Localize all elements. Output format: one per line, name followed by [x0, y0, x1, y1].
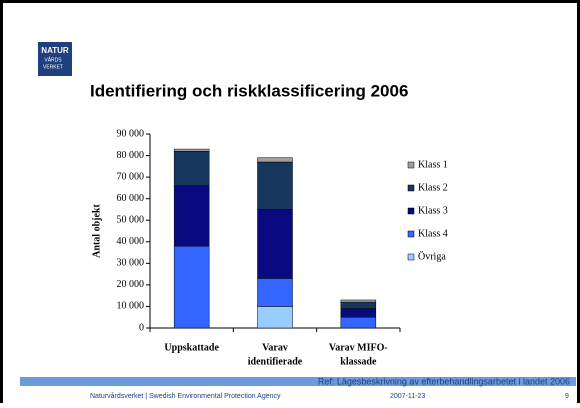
bar-segment	[173, 185, 210, 247]
legend-swatch	[407, 207, 415, 215]
bar-segment	[173, 245, 210, 329]
page-number: 9	[565, 393, 569, 400]
y-tick-label: 10 000	[117, 301, 145, 312]
logo-text: VERKET	[43, 64, 63, 70]
y-tick-label: 40 000	[117, 236, 145, 247]
bar-segment	[257, 157, 293, 163]
legend-label: Klass 4	[418, 228, 448, 239]
legend-swatch	[407, 230, 415, 238]
footer-date: 2007-11-23	[390, 393, 425, 400]
footer-text: Naturvårdsverket | Swedish Environmental…	[90, 392, 281, 400]
legend-label: Klass 2	[418, 182, 448, 193]
logo-text: NATUR	[41, 46, 69, 55]
bar-segment	[340, 301, 377, 309]
logo	[38, 42, 72, 76]
bar-segment	[257, 161, 293, 210]
footer-band	[20, 377, 576, 386]
chart-title: Identifiering och riskklassificering 200…	[90, 81, 408, 100]
reference: Ref: Lägesbeskrivning av efterbehandling…	[318, 376, 570, 386]
y-tick-label: 0	[139, 322, 144, 333]
bar-segment	[257, 278, 293, 307]
legend-swatch	[407, 161, 415, 169]
x-tick-label: Varav MIFO-	[329, 342, 388, 353]
legend-swatch	[407, 253, 415, 261]
bar-segment	[340, 316, 377, 329]
y-tick-label: 60 000	[117, 193, 145, 204]
bar-segment	[340, 299, 377, 303]
y-tick-label: 70 000	[117, 171, 145, 182]
x-tick-label: identifierade	[248, 356, 303, 367]
logo-text: VÅRDS	[44, 56, 62, 63]
bar-segment	[340, 308, 377, 318]
legend-label: Övriga	[418, 250, 446, 262]
bar-segment	[173, 150, 210, 186]
bar-segment	[257, 306, 293, 329]
bar-segment	[173, 148, 210, 152]
y-axis-title: Antal objekt	[91, 204, 102, 258]
y-tick-label: 80 000	[117, 150, 145, 161]
bar-segment	[257, 209, 293, 279]
x-tick-label: klassade	[340, 356, 377, 367]
y-tick-label: 90 000	[117, 128, 145, 139]
y-tick-label: 50 000	[117, 215, 145, 226]
x-tick-label: Varav	[262, 342, 288, 353]
y-tick-label: 30 000	[117, 258, 145, 269]
legend-swatch	[407, 184, 415, 192]
x-tick-label: Uppskattade	[164, 342, 219, 353]
legend-label: Klass 3	[418, 205, 448, 216]
legend-label: Klass 1	[418, 159, 448, 170]
y-tick-label: 20 000	[117, 279, 145, 290]
